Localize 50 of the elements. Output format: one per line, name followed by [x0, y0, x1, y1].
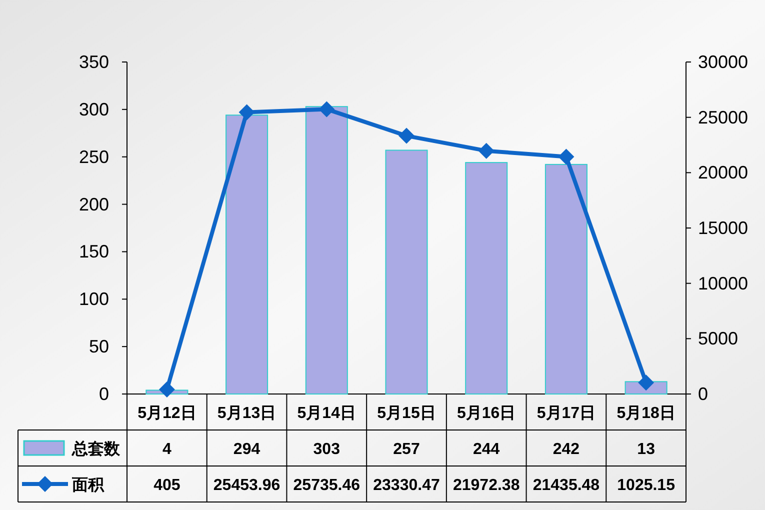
data-label: 294 [233, 441, 260, 458]
data-label: 21972.38 [452, 477, 520, 494]
x-tick-label: 5月16日 [457, 405, 516, 422]
y2-tick-label: 30000 [698, 52, 748, 72]
point [398, 128, 414, 144]
data-label: 13 [637, 441, 656, 458]
point [318, 101, 335, 118]
y-tick-label: 200 [78, 194, 109, 214]
x-tick-label: 5月13日 [217, 405, 276, 422]
data-label: 303 [313, 441, 340, 458]
data-label: 4 [162, 441, 172, 458]
data-label: 242 [552, 441, 580, 458]
bar [465, 162, 508, 394]
point [558, 148, 574, 165]
data-label: 25735.46 [293, 477, 360, 494]
y2-tick-label: 0 [698, 384, 708, 404]
bar [305, 106, 348, 394]
x-tick-label: 5月15日 [377, 405, 436, 422]
y-tick-label: 250 [78, 146, 109, 167]
y-tick-label: 300 [78, 99, 109, 120]
y-tick-label: 150 [78, 242, 109, 262]
y2-tick-label: 10000 [698, 273, 748, 294]
x-tick-label: 5月12日 [138, 405, 196, 422]
y-tick-label: 350 [78, 52, 109, 72]
x-tick-label: 5月17日 [536, 405, 596, 422]
data-label: 405 [154, 477, 180, 494]
bar [544, 164, 588, 394]
y-tick-label: 100 [78, 289, 109, 310]
y2-tick-label: 5000 [698, 328, 738, 349]
point [238, 104, 255, 120]
data-label: 1025.15 [617, 477, 676, 494]
y-tick-label: 50 [88, 336, 109, 357]
data-label: 23330.47 [373, 477, 440, 494]
point [478, 142, 494, 159]
x-tick-label: 5月14日 [297, 405, 356, 422]
data-label: 21435.48 [532, 477, 600, 494]
y2-tick-label: 25000 [698, 107, 748, 128]
y2-tick-label: 15000 [698, 218, 748, 238]
legend-label: 面积 [71, 477, 105, 494]
point [638, 374, 654, 391]
point [158, 382, 175, 398]
y2-tick-label: 20000 [698, 162, 748, 183]
bar [226, 114, 268, 394]
y-tick-label: 0 [98, 384, 109, 404]
x-tick-label: 5月18日 [616, 405, 676, 422]
data-label: 25453.96 [213, 477, 280, 494]
bar [385, 150, 428, 394]
data-label: 257 [393, 441, 420, 458]
data-label: 244 [473, 441, 500, 458]
legend-label: 总套数 [71, 440, 121, 458]
